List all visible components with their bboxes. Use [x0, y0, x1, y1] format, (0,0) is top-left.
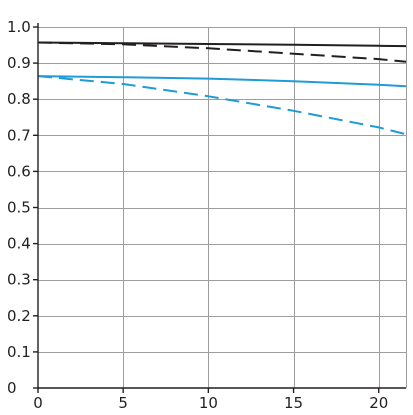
y-tick-label: 0.3: [7, 271, 31, 289]
y-tick-label: 0.5: [7, 199, 31, 217]
y-tick-label: 0: [7, 379, 17, 397]
x-tick-label: 20: [369, 394, 388, 412]
series-line-2: [37, 41, 407, 63]
y-tick-label: 0.1: [7, 343, 31, 361]
x-tick-label: 10: [199, 394, 218, 412]
y-tick-label: 0.8: [7, 90, 31, 108]
y-tick-label: 0.2: [7, 307, 31, 325]
y-tick-label: 1.0: [7, 18, 31, 36]
x-tick-label: 0: [33, 394, 43, 412]
axes: [33, 23, 406, 393]
series-line-3: [37, 75, 407, 88]
y-tick-label: 0.9: [7, 54, 31, 72]
y-tick-label: 0.7: [7, 126, 31, 144]
y-tick-label: 0.4: [7, 235, 31, 253]
tick-labels: 0 0.1 0.2 0.3 0.4 0.5 0.6 0.7 0.8 0.9 1.0 0 5 10 15 20: [7, 18, 388, 412]
series-lines: [37, 41, 407, 136]
x-tick-label: 5: [118, 394, 128, 412]
x-tick-label: 15: [284, 394, 303, 412]
grid: [38, 27, 407, 388]
y-tick-label: 0.6: [7, 162, 31, 180]
series-line-4: [37, 75, 407, 136]
